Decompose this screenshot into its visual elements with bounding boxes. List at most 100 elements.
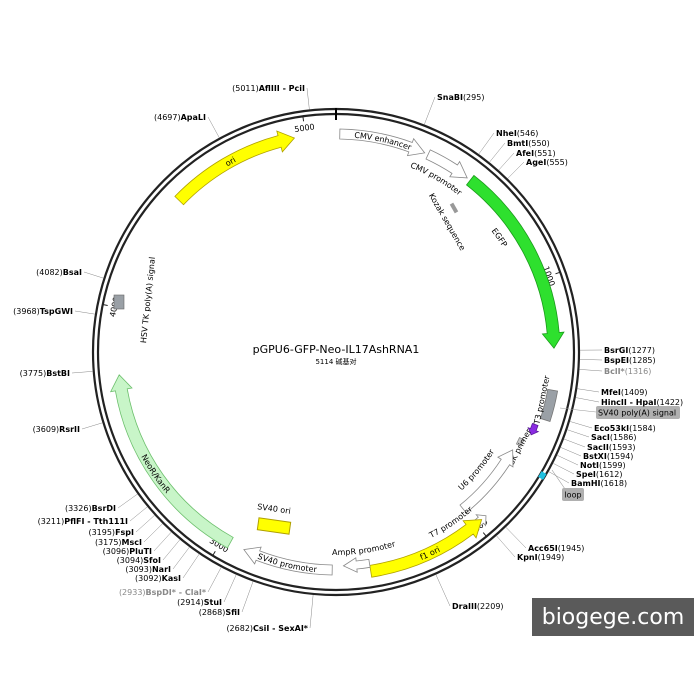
leader [579, 359, 603, 361]
enzyme-name: BspEI [604, 356, 629, 365]
enzyme-position: (550) [528, 139, 550, 148]
enzyme-label: (3175)MscI [95, 538, 142, 547]
enzyme-label: Eco53kI(1584) [594, 424, 656, 433]
enzyme-position: (2914) [177, 598, 204, 607]
feature-box [596, 406, 680, 419]
enzyme-name: NheI [496, 129, 517, 138]
leader [560, 447, 582, 457]
tick-mark [212, 551, 216, 556]
leader [143, 523, 163, 543]
leader [478, 132, 495, 155]
leader [551, 469, 566, 490]
enzyme-label: BclI*(1316) [604, 367, 651, 376]
enzyme-label: (3096)PluTI [103, 547, 152, 556]
enzyme-position: (1949) [538, 553, 565, 562]
enzyme-name: MscI [122, 538, 142, 547]
leader [207, 116, 220, 138]
leader [182, 553, 200, 579]
enzyme-label: (2682)CsiI - SexAI* [226, 624, 308, 633]
enzyme-name: BmtI [507, 139, 528, 148]
enzyme-name: MfeI [601, 388, 621, 397]
enzyme-name: BsrDI [92, 504, 116, 513]
enzyme-position: (1285) [629, 356, 656, 365]
enzyme-name: SpeI [576, 470, 596, 479]
enzyme-position: (1618) [601, 479, 628, 488]
enzyme-name: PluTI [129, 547, 152, 556]
leader [553, 463, 575, 475]
enzyme-position: (1945) [558, 544, 585, 553]
enzyme-position: (3094) [117, 556, 144, 565]
enzyme-label: (3326)BsrDI [65, 504, 116, 513]
feature-arrow [109, 374, 234, 549]
leader [117, 493, 138, 509]
enzyme-label: KpnI(1949) [517, 553, 564, 562]
feature-arrow [425, 149, 468, 179]
enzyme-position: (3211) [38, 517, 65, 526]
enzyme-position: (3968) [13, 307, 40, 316]
enzyme-position: (1409) [621, 388, 648, 397]
enzyme-position: (4082) [36, 268, 63, 277]
enzyme-position: (2682) [226, 624, 253, 633]
enzyme-position: (1422) [657, 398, 684, 407]
enzyme-label: SacI(1586) [591, 433, 637, 442]
leader [563, 438, 586, 448]
enzyme-label: SpeI(1612) [576, 470, 623, 479]
feature-box [562, 488, 584, 501]
enzyme-position: (3609) [33, 425, 60, 434]
enzyme-label: (2868)SfiI [199, 608, 240, 617]
enzyme-position: (3775) [20, 369, 47, 378]
leader [309, 594, 314, 629]
enzyme-label: (2933)BspDI* - ClaI* [119, 588, 207, 597]
tick-mark [555, 271, 561, 275]
enzyme-label: AfeI(551) [516, 149, 556, 158]
watermark-box [532, 598, 694, 636]
enzyme-label: (4697)ApaLI [154, 113, 206, 122]
leader [71, 371, 93, 374]
enzyme-name: FspI [115, 528, 134, 537]
enzyme-position: (3175) [95, 538, 122, 547]
feature-arrow [342, 557, 371, 573]
feature-arrow [527, 422, 540, 436]
feature-box [539, 388, 559, 423]
feature-box [256, 517, 292, 535]
leader [556, 455, 579, 466]
leader [435, 574, 451, 607]
feature-arrow [465, 174, 565, 349]
leader [207, 567, 222, 593]
enzyme-label: (3211)PflFI - Tth111I [38, 517, 128, 526]
enzyme-position: (2209) [477, 602, 504, 611]
enzyme-position: (2933) [119, 588, 146, 597]
leader [135, 515, 155, 533]
plasmid-name: pGPU6-GFP-Neo-IL17AshRNA1 [253, 343, 420, 356]
enzyme-label: (4082)BsaI [36, 268, 82, 277]
leader [505, 527, 527, 549]
feature-box [538, 471, 547, 480]
enzyme-position: (3326) [65, 504, 92, 513]
leader [424, 96, 436, 125]
enzyme-position: (1594) [607, 452, 634, 461]
enzyme-name: NarI [152, 565, 171, 574]
enzyme-label: (3775)BstBI [20, 369, 70, 378]
enzyme-label: BamHI(1618) [571, 479, 627, 488]
enzyme-label: (3093)NarI [125, 565, 171, 574]
enzyme-position: (555) [546, 158, 568, 167]
plasmid-length: 5114 碱基对 [315, 357, 356, 366]
enzyme-name: AfeI [516, 149, 534, 158]
leader [577, 388, 600, 393]
enzyme-name: BstBI [46, 369, 70, 378]
enzyme-label: NheI(546) [496, 129, 538, 138]
leader [306, 87, 310, 110]
leader [559, 407, 597, 413]
enzyme-name: StuI [204, 598, 222, 607]
enzyme-position: (3093) [125, 565, 152, 574]
enzyme-name: SacII [587, 443, 609, 452]
enzyme-name: NotI [580, 461, 599, 470]
leader [162, 539, 181, 561]
enzyme-label: BstXI(1594) [583, 452, 633, 461]
enzyme-position: (3195) [88, 528, 115, 537]
tick-mark [302, 116, 305, 122]
feature-box [113, 294, 125, 310]
enzyme-label: SacII(1593) [587, 443, 635, 452]
enzyme-name: TspGWI [40, 307, 73, 316]
